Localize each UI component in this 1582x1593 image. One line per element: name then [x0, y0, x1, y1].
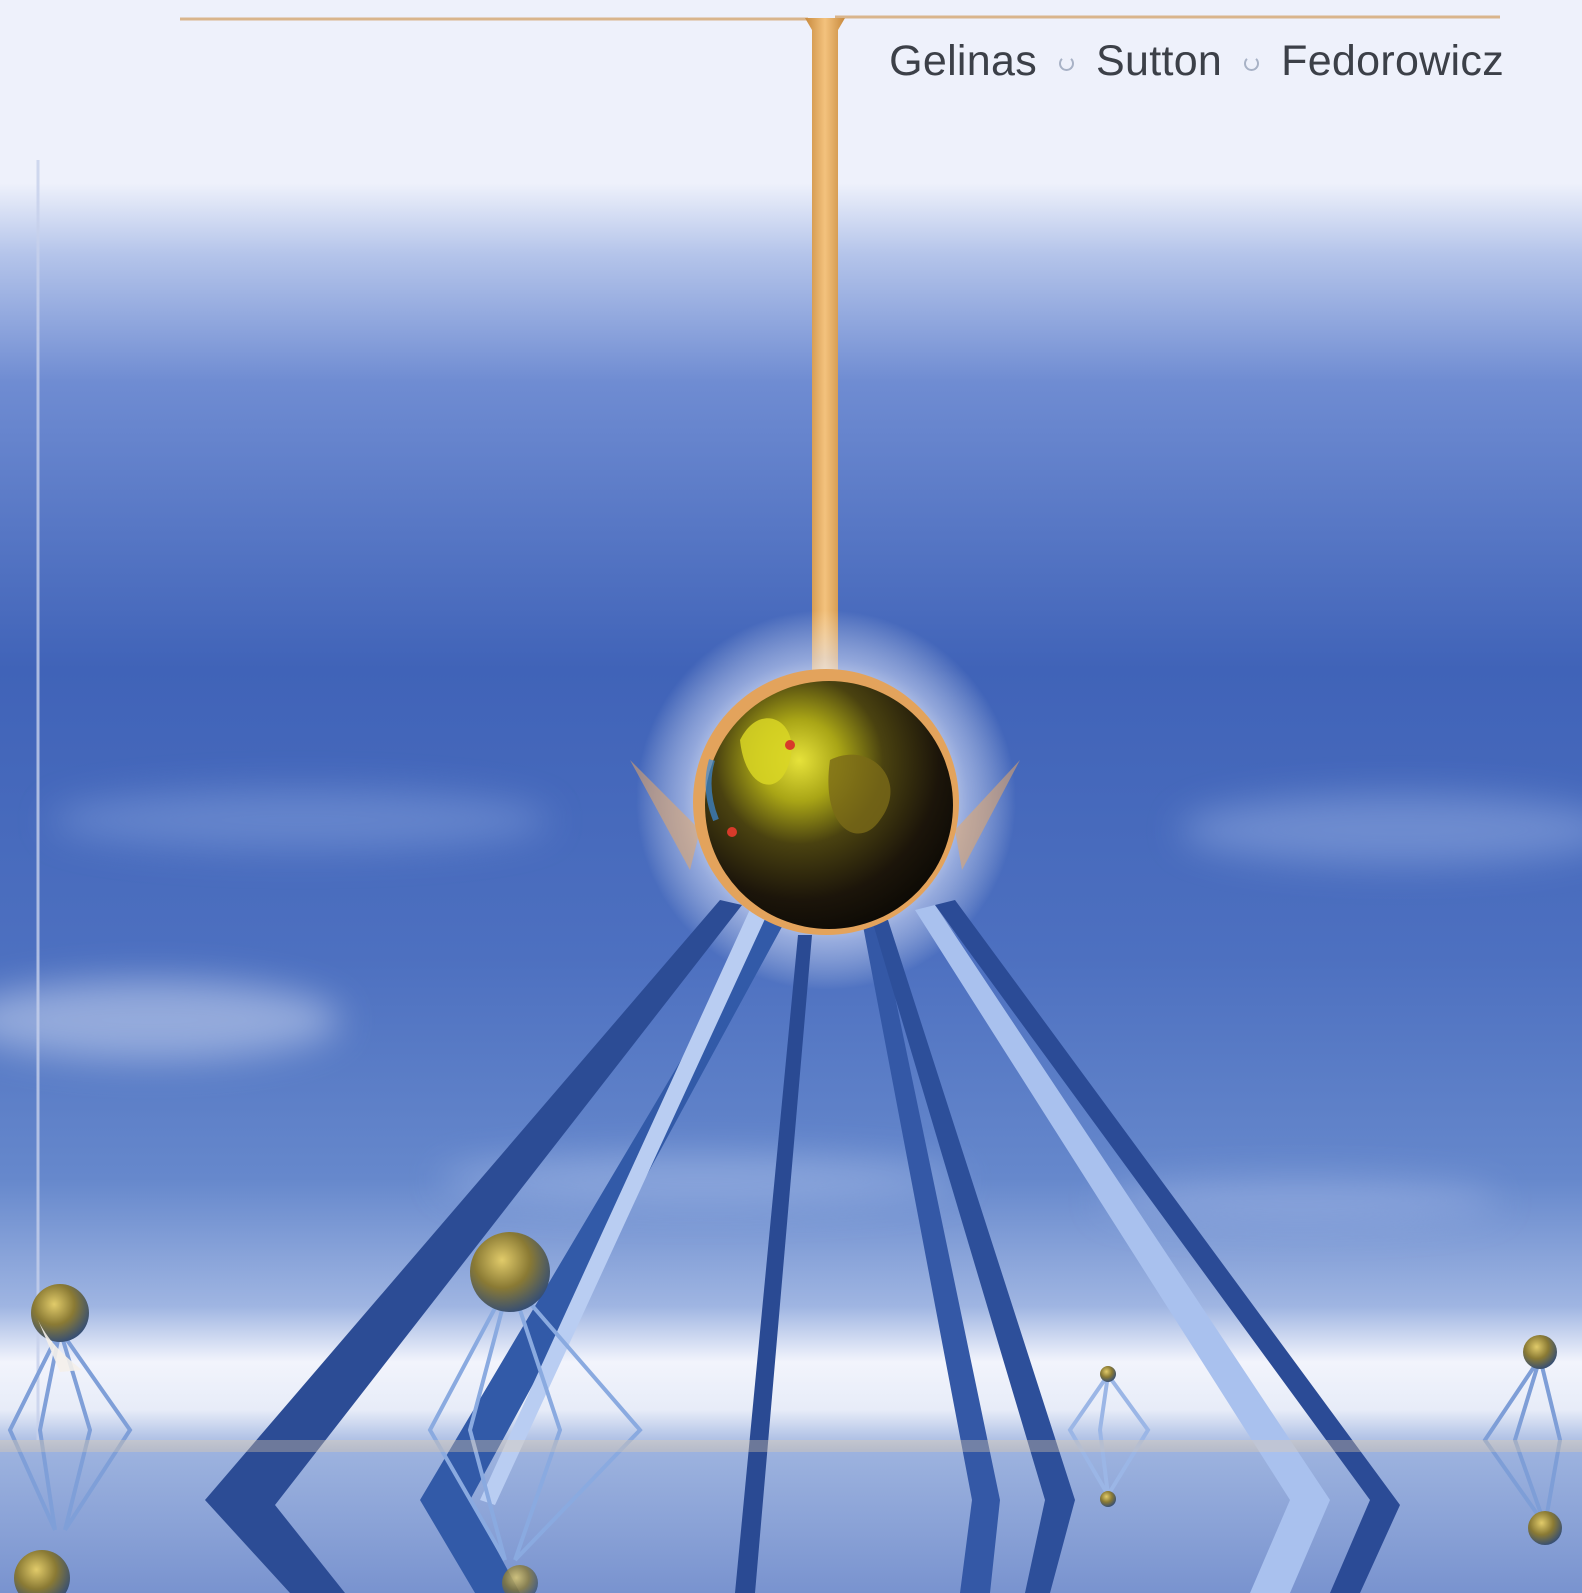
- distant-towers: [7, 1278, 1563, 1562]
- author-2: Sutton: [1096, 37, 1223, 85]
- author-names: Gelinas Sutton Fedorowicz: [889, 40, 1504, 83]
- separator-dot: [1244, 56, 1260, 72]
- globe-icon: [705, 681, 953, 929]
- author-1: Gelinas: [889, 37, 1038, 85]
- separator-dot: [1059, 56, 1075, 72]
- author-3: Fedorowicz: [1281, 37, 1504, 85]
- strut-lines: [205, 900, 1400, 1593]
